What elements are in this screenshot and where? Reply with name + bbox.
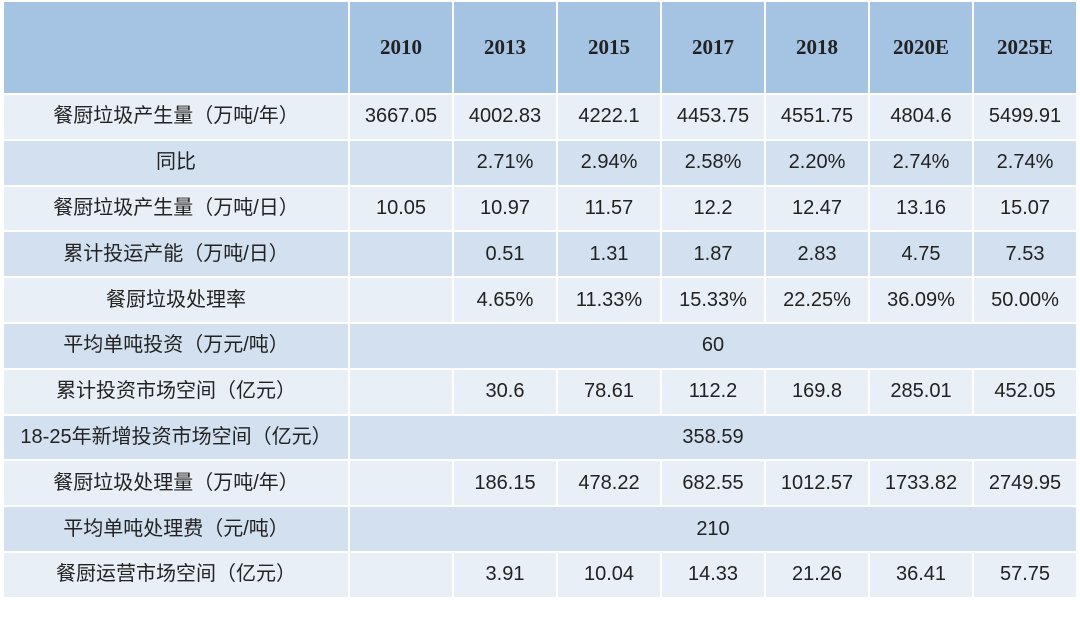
row-label: 平均单吨投资（万元/吨） <box>2 321 350 370</box>
value-cell: 10.05 <box>348 184 454 233</box>
table-row: 累计投资市场空间（亿元） 30.6 78.61 112.2 169.8 285.01 452… <box>2 367 1078 416</box>
table-row: 餐厨垃圾产生量（万吨/日） 10.05 10.97 11.57 12.2 12.47 13.… <box>2 184 1078 233</box>
row-label: 餐厨垃圾产生量（万吨/年） <box>2 93 350 141</box>
table-row: 18-25年新增投资市场空间（亿元） 358.59 <box>2 413 1078 462</box>
table-row: 同比 2.71% 2.94% 2.58% 2.20% 2.74% 2.74% <box>2 138 1078 187</box>
empty-cell <box>348 367 454 416</box>
empty-cell <box>348 138 454 187</box>
value-cell: 169.8 <box>764 367 870 416</box>
header-cell: 2013 <box>452 0 558 95</box>
value-cell: 3667.05 <box>348 93 454 141</box>
value-cell: 1.31 <box>556 230 662 279</box>
value-cell: 452.05 <box>972 367 1078 416</box>
header-cell: 2017 <box>660 0 766 95</box>
value-cell: 11.57 <box>556 184 662 233</box>
value-cell: 478.22 <box>556 459 662 508</box>
row-label: 餐厨垃圾处理率 <box>2 276 350 324</box>
value-cell: 1.87 <box>660 230 766 279</box>
value-cell: 15.07 <box>972 184 1078 233</box>
value-cell: 10.04 <box>556 550 662 599</box>
row-label: 同比 <box>2 138 350 187</box>
merged-cell: 210 <box>348 505 1078 553</box>
value-cell: 4.65% <box>452 276 558 324</box>
value-cell: 0.51 <box>452 230 558 279</box>
empty-cell <box>348 230 454 279</box>
header-cell: 2020E <box>868 0 974 95</box>
row-label: 累计投资市场空间（亿元） <box>2 367 350 416</box>
header-cell: 2010 <box>348 0 454 95</box>
value-cell: 7.53 <box>972 230 1078 279</box>
value-cell: 682.55 <box>660 459 766 508</box>
value-cell: 2.71% <box>452 138 558 187</box>
value-cell: 2.74% <box>972 138 1078 187</box>
value-cell: 2.83 <box>764 230 870 279</box>
value-cell: 2.94% <box>556 138 662 187</box>
value-cell: 4002.83 <box>452 93 558 141</box>
value-cell: 13.16 <box>868 184 974 233</box>
value-cell: 11.33% <box>556 276 662 324</box>
corner-cell <box>2 0 350 95</box>
value-cell: 21.26 <box>764 550 870 599</box>
value-cell: 2.74% <box>868 138 974 187</box>
value-cell: 4804.6 <box>868 93 974 141</box>
value-cell: 12.47 <box>764 184 870 233</box>
row-label: 餐厨运营市场空间（亿元） <box>2 550 350 599</box>
empty-cell <box>348 276 454 324</box>
value-cell: 30.6 <box>452 367 558 416</box>
table-row: 累计投运产能（万吨/日） 0.51 1.31 1.87 2.83 4.75 7.53 <box>2 230 1078 279</box>
row-label: 18-25年新增投资市场空间（亿元） <box>2 413 350 462</box>
value-cell: 10.97 <box>452 184 558 233</box>
value-cell: 1733.82 <box>868 459 974 508</box>
value-cell: 4222.1 <box>556 93 662 141</box>
value-cell: 78.61 <box>556 367 662 416</box>
value-cell: 50.00% <box>972 276 1078 324</box>
table-row: 餐厨垃圾产生量（万吨/年） 3667.05 4002.83 4222.1 4453.75… <box>2 93 1078 141</box>
merged-cell: 60 <box>348 321 1078 370</box>
value-cell: 112.2 <box>660 367 766 416</box>
value-cell: 2.58% <box>660 138 766 187</box>
header-cell: 2015 <box>556 0 662 95</box>
value-cell: 14.33 <box>660 550 766 599</box>
header-cell: 2018 <box>764 0 870 95</box>
merged-cell: 358.59 <box>348 413 1078 462</box>
data-table: 2010 2013 2015 2017 2018 2020E 2025E 餐厨垃圾产生量（万… <box>2 0 1078 599</box>
table-row: 餐厨垃圾处理率 4.65% 11.33% 15.33% 22.25% 36.09% 50.0… <box>2 276 1078 324</box>
value-cell: 15.33% <box>660 276 766 324</box>
value-cell: 2.20% <box>764 138 870 187</box>
value-cell: 36.41 <box>868 550 974 599</box>
value-cell: 1012.57 <box>764 459 870 508</box>
value-cell: 57.75 <box>972 550 1078 599</box>
value-cell: 22.25% <box>764 276 870 324</box>
row-label: 平均单吨处理费（元/吨） <box>2 505 350 553</box>
row-label: 累计投运产能（万吨/日） <box>2 230 350 279</box>
table-row: 餐厨运营市场空间（亿元） 3.91 10.04 14.33 21.26 36.41 57.7… <box>2 550 1078 599</box>
table-row: 餐厨垃圾处理量（万吨/年） 186.15 478.22 682.55 1012.57 17… <box>2 459 1078 508</box>
value-cell: 285.01 <box>868 367 974 416</box>
row-label: 餐厨垃圾产生量（万吨/日） <box>2 184 350 233</box>
value-cell: 3.91 <box>452 550 558 599</box>
value-cell: 4.75 <box>868 230 974 279</box>
value-cell: 4453.75 <box>660 93 766 141</box>
value-cell: 12.2 <box>660 184 766 233</box>
table-row: 平均单吨投资（万元/吨） 60 <box>2 321 1078 370</box>
header-cell: 2025E <box>972 0 1078 95</box>
empty-cell <box>348 550 454 599</box>
value-cell: 186.15 <box>452 459 558 508</box>
value-cell: 5499.91 <box>972 93 1078 141</box>
value-cell: 36.09% <box>868 276 974 324</box>
value-cell: 4551.75 <box>764 93 870 141</box>
value-cell: 2749.95 <box>972 459 1078 508</box>
table-row: 平均单吨处理费（元/吨） 210 <box>2 505 1078 553</box>
header-row: 2010 2013 2015 2017 2018 2020E 2025E <box>2 0 1078 95</box>
row-label: 餐厨垃圾处理量（万吨/年） <box>2 459 350 508</box>
empty-cell <box>348 459 454 508</box>
